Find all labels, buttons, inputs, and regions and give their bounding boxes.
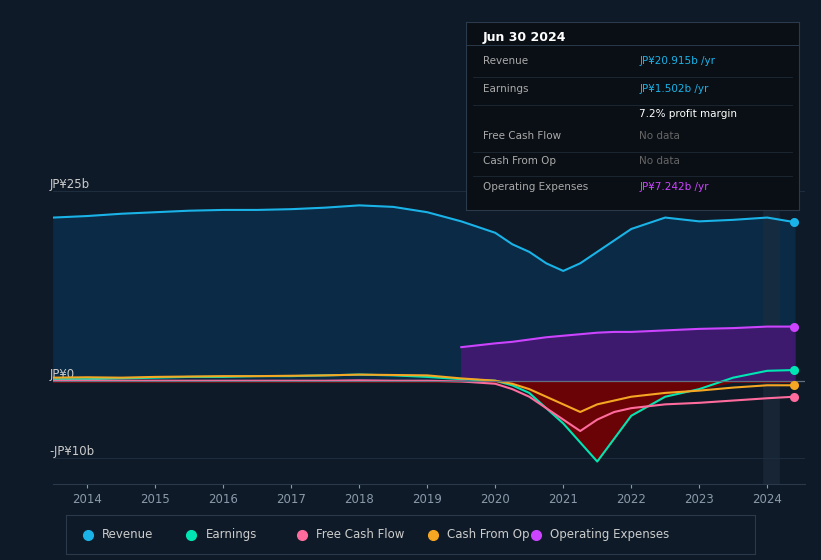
Text: Jun 30 2024: Jun 30 2024 [483, 31, 566, 44]
Text: Revenue: Revenue [483, 56, 528, 66]
Text: Earnings: Earnings [483, 85, 529, 94]
Text: Free Cash Flow: Free Cash Flow [316, 528, 405, 542]
Text: No data: No data [640, 156, 680, 166]
Text: -JP¥10b: -JP¥10b [49, 445, 94, 458]
Text: JP¥1.502b /yr: JP¥1.502b /yr [640, 85, 709, 94]
Text: JP¥7.242b /yr: JP¥7.242b /yr [640, 182, 709, 192]
Text: Operating Expenses: Operating Expenses [551, 528, 670, 542]
Text: 7.2% profit margin: 7.2% profit margin [640, 109, 737, 119]
Text: Earnings: Earnings [206, 528, 257, 542]
Text: Operating Expenses: Operating Expenses [483, 182, 588, 192]
Text: Free Cash Flow: Free Cash Flow [483, 131, 561, 141]
Text: Revenue: Revenue [103, 528, 154, 542]
Text: JP¥20.915b /yr: JP¥20.915b /yr [640, 56, 715, 66]
Text: Cash From Op: Cash From Op [447, 528, 530, 542]
Text: Cash From Op: Cash From Op [483, 156, 556, 166]
Text: No data: No data [640, 131, 680, 141]
Text: JP¥0: JP¥0 [49, 368, 75, 381]
Text: JP¥25b: JP¥25b [49, 178, 89, 191]
